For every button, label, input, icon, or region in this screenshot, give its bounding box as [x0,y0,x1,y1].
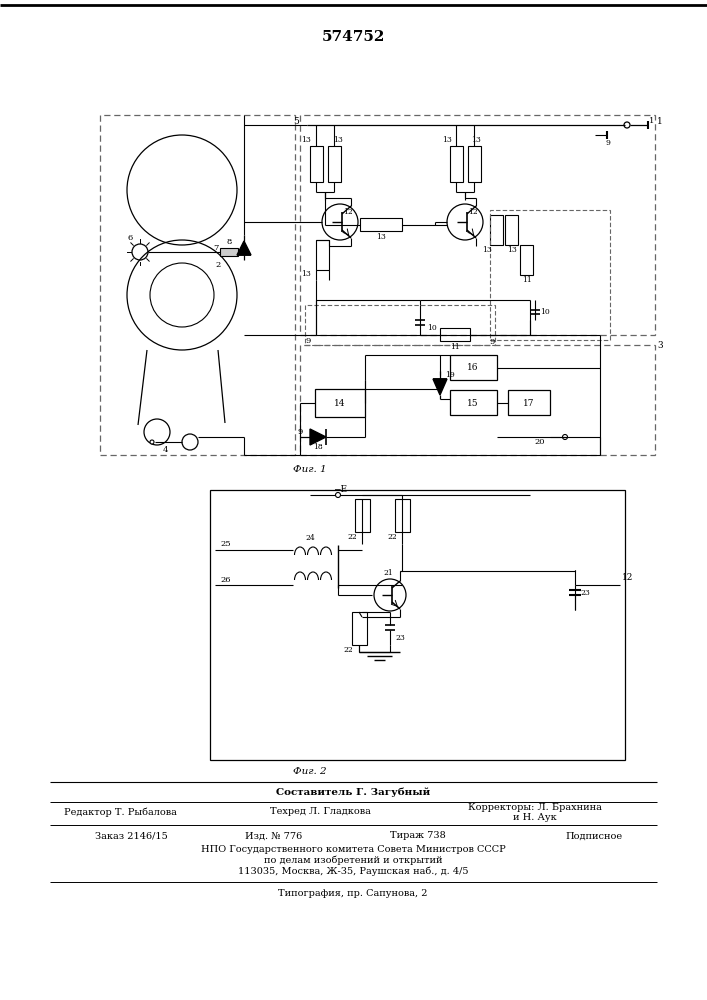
Text: НПО Государственного комитета Совета Министров СССР: НПО Государственного комитета Совета Мин… [201,844,506,854]
Text: 4: 4 [162,446,168,454]
Text: 1: 1 [657,116,663,125]
Bar [490,215,503,245]
Text: 574752: 574752 [321,30,385,44]
Polygon shape [237,241,251,255]
Text: 13: 13 [471,136,481,144]
Text: 26: 26 [220,576,230,584]
Text: 22: 22 [387,533,397,541]
Text: 13: 13 [301,136,311,144]
Text: 13: 13 [301,270,311,278]
Bar [100,115,295,455]
Text: 10: 10 [540,308,550,316]
Text: 11: 11 [450,343,460,351]
Text: Тираж 738: Тираж 738 [390,832,445,840]
Bar [300,115,655,335]
Bar [300,345,655,455]
Bar [305,305,495,345]
Text: 11: 11 [522,276,532,284]
Text: 9: 9 [298,428,303,436]
Text: 14: 14 [334,398,346,408]
Text: 17: 17 [523,398,534,408]
Text: 12: 12 [622,574,633,582]
Text: 8: 8 [226,238,232,246]
Text: 9: 9 [305,337,310,345]
Text: 7: 7 [214,244,218,252]
Bar [315,389,365,417]
Text: 23: 23 [395,634,405,642]
Text: 18: 18 [313,443,323,451]
Text: 25: 25 [220,540,230,548]
Text: 20: 20 [534,438,545,446]
Text: 24: 24 [305,534,315,542]
Text: 2: 2 [216,261,221,269]
Polygon shape [433,379,447,395]
Text: 16: 16 [467,363,479,372]
Text: 5: 5 [293,116,299,125]
Bar [468,146,481,182]
Text: 9: 9 [489,338,495,346]
Bar [355,499,370,532]
Text: Техред Л. Гладкова: Техред Л. Гладкова [269,808,370,816]
Text: Фиг. 2: Фиг. 2 [293,768,327,776]
Text: 23: 23 [580,589,590,597]
Bar [440,328,470,341]
Bar [360,218,402,231]
Bar [220,248,238,256]
Bar [505,215,518,245]
Text: и Н. Аук: и Н. Аук [513,812,557,822]
Text: 13: 13 [333,136,343,144]
Text: 12: 12 [468,208,478,216]
Circle shape [150,440,154,444]
Bar [490,210,610,340]
Bar [520,245,533,275]
Polygon shape [310,429,326,445]
Text: 12: 12 [343,208,353,216]
Text: 1: 1 [649,117,655,125]
Text: по делам изобретений и открытий: по делам изобретений и открытий [264,855,443,865]
Bar [328,146,341,182]
Text: Заказ 2146/15: Заказ 2146/15 [95,832,168,840]
Text: Изд. № 776: Изд. № 776 [245,832,303,840]
Text: 113035, Москва, Ж-35, Раушская наб., д. 4/5: 113035, Москва, Ж-35, Раушская наб., д. … [238,866,468,876]
Circle shape [563,434,568,440]
Bar [508,390,550,415]
Bar [310,146,323,182]
Bar [450,355,497,380]
Text: 22: 22 [347,533,357,541]
Text: 9: 9 [606,139,610,147]
Text: Подписное: Подписное [565,832,622,840]
Text: 21: 21 [383,569,393,577]
Text: Корректоры: Л. Брахнина: Корректоры: Л. Брахнина [468,804,602,812]
Text: Редактор Т. Рыбалова: Редактор Т. Рыбалова [64,807,177,817]
Text: 13: 13 [442,136,452,144]
Bar [316,240,329,270]
Text: 22: 22 [343,646,353,654]
Text: 15: 15 [467,398,479,408]
Text: 6: 6 [127,234,133,242]
Text: 3: 3 [658,340,663,350]
Text: 19: 19 [445,371,455,379]
Bar [395,499,410,532]
Text: 13: 13 [482,246,492,254]
Text: 10: 10 [427,324,437,332]
Text: Фиг. 1: Фиг. 1 [293,466,327,475]
Text: Составитель Г. Загубный: Составитель Г. Загубный [276,787,430,797]
Bar [210,490,625,760]
Circle shape [182,434,198,450]
Bar [450,146,463,182]
Bar [352,612,367,645]
Circle shape [336,492,341,497]
Bar [450,390,497,415]
Text: −E: −E [333,486,347,494]
Text: 13: 13 [507,246,517,254]
Text: 13: 13 [376,233,386,241]
Text: Типография, пр. Сапунова, 2: Типография, пр. Сапунова, 2 [279,888,428,898]
Circle shape [624,122,630,128]
